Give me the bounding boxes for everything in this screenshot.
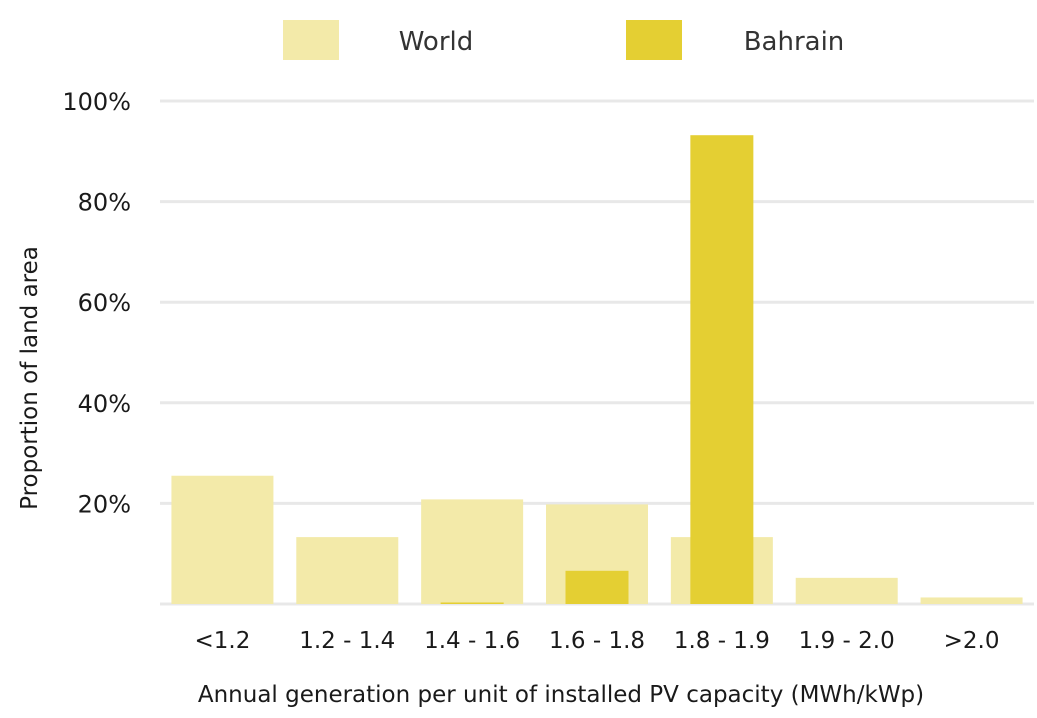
y-tick-label: 40% bbox=[78, 390, 131, 418]
legend-swatch bbox=[626, 20, 682, 60]
x-tick-label: 1.6 - 1.8 bbox=[549, 628, 645, 654]
legend-swatch bbox=[283, 20, 339, 60]
x-tick-label: 1.2 - 1.4 bbox=[299, 628, 395, 654]
x-tick-label: <1.2 bbox=[194, 628, 250, 654]
world-bar bbox=[171, 475, 274, 604]
bahrain-bar bbox=[440, 602, 504, 604]
y-axis-title: Proportion of land area bbox=[17, 246, 43, 510]
world-bar bbox=[296, 537, 399, 604]
bars bbox=[171, 135, 1023, 605]
world-bar bbox=[421, 499, 524, 604]
x-tick-label: 1.8 - 1.9 bbox=[674, 628, 770, 654]
legend: World Bahrain bbox=[283, 20, 844, 60]
legend-label: Bahrain bbox=[744, 27, 845, 57]
x-axis-title: Annual generation per unit of installed … bbox=[198, 682, 924, 708]
y-axis-ticks: 20% 40% 60% 80% 100% bbox=[62, 88, 131, 518]
world-bar bbox=[795, 577, 898, 604]
y-tick-label: 80% bbox=[78, 189, 131, 217]
world-bar bbox=[920, 597, 1023, 604]
bahrain-bar bbox=[565, 570, 629, 604]
x-tick-label: 1.9 - 2.0 bbox=[799, 628, 895, 654]
x-tick-label: >2.0 bbox=[944, 628, 1000, 654]
y-tick-label: 60% bbox=[78, 289, 131, 317]
y-tick-label: 20% bbox=[78, 490, 131, 518]
x-tick-label: 1.4 - 1.6 bbox=[424, 628, 520, 654]
x-axis-ticks: <1.2 1.2 - 1.4 1.4 - 1.6 1.6 - 1.8 1.8 - 1.9… bbox=[194, 628, 999, 654]
bahrain-bar bbox=[690, 135, 754, 605]
legend-label: World bbox=[399, 27, 474, 57]
y-tick-label: 100% bbox=[62, 88, 131, 116]
